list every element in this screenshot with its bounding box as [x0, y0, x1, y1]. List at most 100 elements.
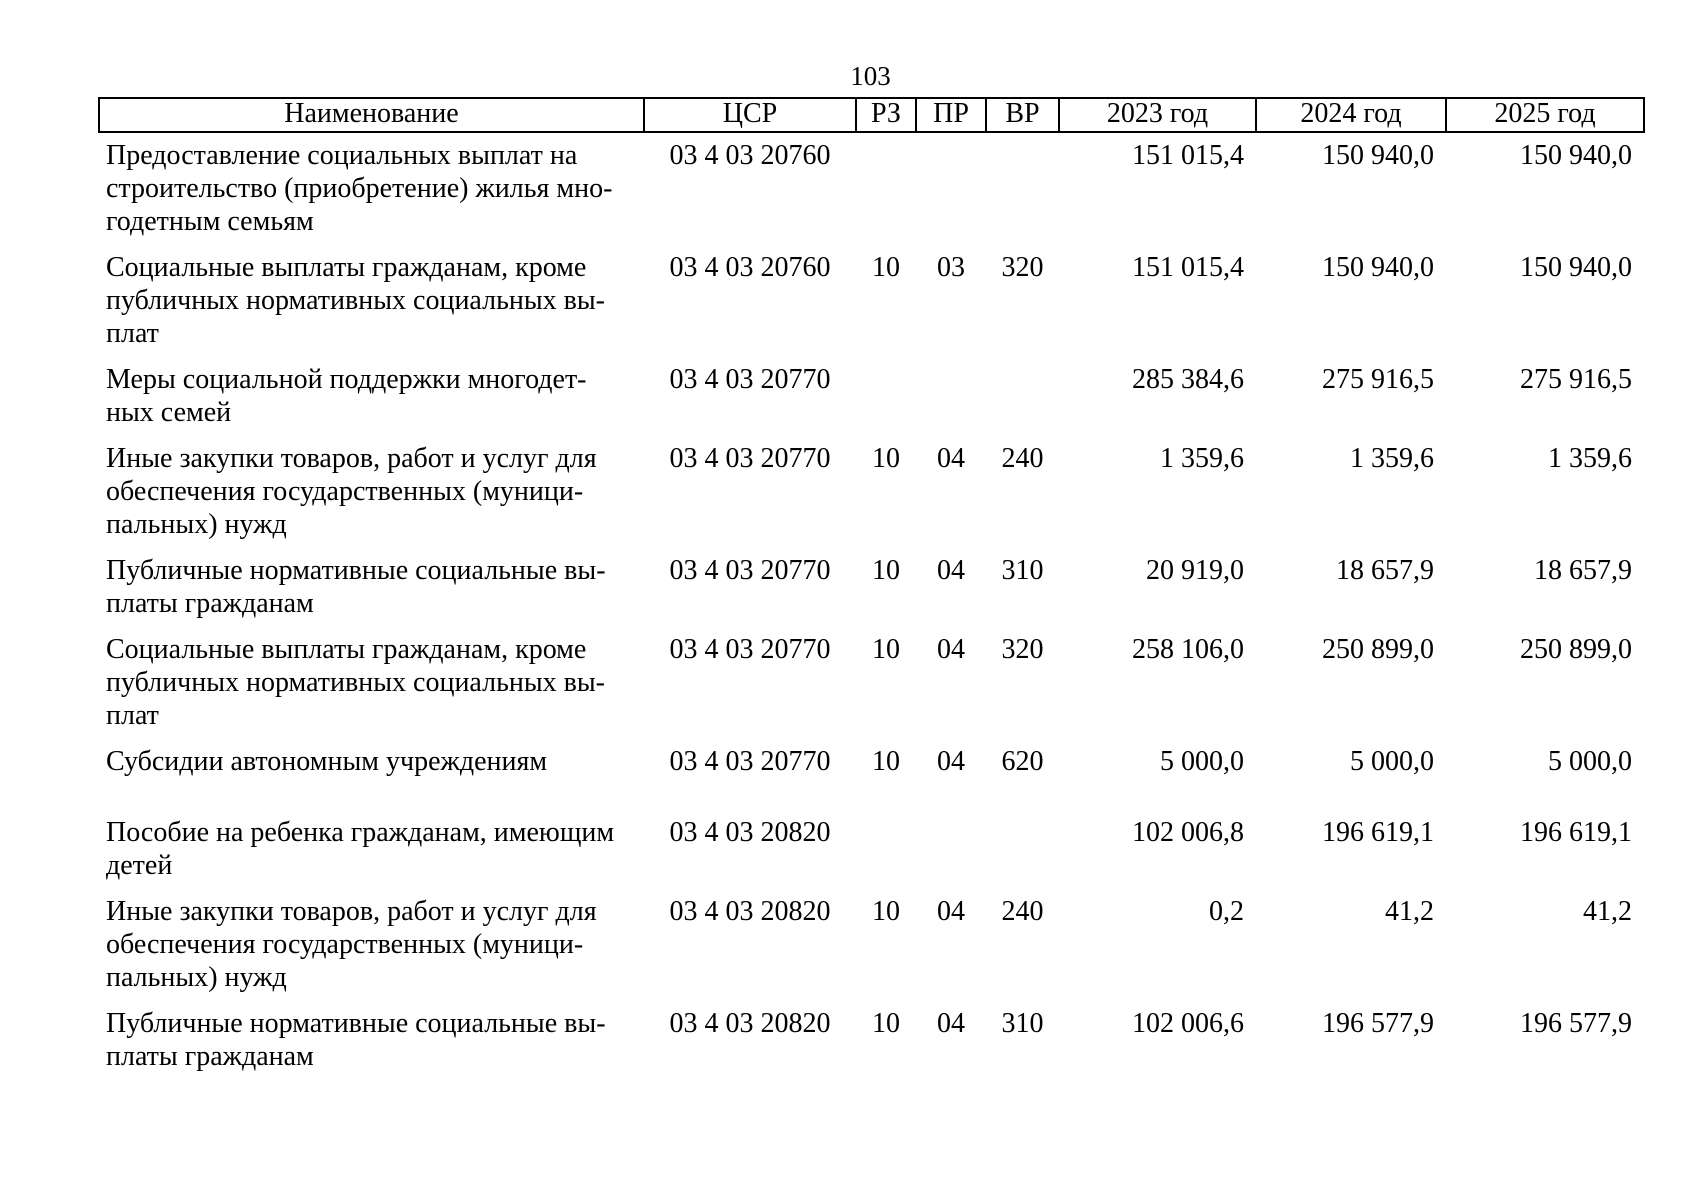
cell-csr: 03 4 03 20770	[669, 555, 831, 586]
table-row: Публичные нормативные социальные вы- пла…	[99, 1007, 1644, 1086]
col-header-pr: ПР	[915, 97, 987, 133]
cell-rz	[856, 132, 916, 251]
cell-pr	[916, 363, 986, 442]
table-row: Публичные нормативные социальные вы- пла…	[99, 554, 1644, 633]
cell-2025: 250 899,0	[1520, 634, 1632, 665]
table-row: Предоставление социальных выплат на стро…	[99, 132, 1644, 251]
cell-2025: 1 359,6	[1548, 443, 1632, 474]
cell-vr: 320	[1001, 634, 1044, 665]
table-row: Иные закупки товаров, работ и услуг для …	[99, 442, 1644, 554]
cell-rz	[856, 363, 916, 442]
col-header-name: Наименование	[98, 97, 645, 133]
cell-vr: 620	[1001, 746, 1044, 777]
cell-rz: 10	[872, 555, 900, 586]
cell-pr: 04	[937, 746, 965, 777]
cell-csr: 03 4 03 20760	[669, 140, 831, 171]
cell-vr	[986, 363, 1059, 442]
cell-csr: 03 4 03 20820	[669, 817, 831, 848]
cell-pr	[916, 816, 986, 895]
cell-2025: 18 657,9	[1534, 555, 1632, 586]
cell-2024: 1 359,6	[1350, 443, 1434, 474]
cell-rz: 10	[872, 634, 900, 665]
table-row: Субсидии автономным учреждениям 03 4 03 …	[99, 745, 1644, 816]
cell-pr	[916, 132, 986, 251]
cell-2025: 41,2	[1583, 896, 1632, 927]
cell-rz: 10	[872, 252, 900, 283]
cell-name: Публичные нормативные социальные вы- пла…	[106, 1008, 606, 1072]
col-header-csr: ЦСР	[643, 97, 857, 133]
cell-2023: 285 384,6	[1132, 364, 1244, 395]
cell-name: Предоставление социальных выплат на стро…	[106, 140, 613, 237]
cell-2023: 151 015,4	[1132, 140, 1244, 171]
cell-pr: 03	[937, 252, 965, 283]
cell-2024: 150 940,0	[1322, 252, 1434, 283]
cell-csr: 03 4 03 20770	[669, 364, 831, 395]
cell-rz	[856, 816, 916, 895]
cell-csr: 03 4 03 20760	[669, 252, 831, 283]
cell-csr: 03 4 03 20820	[669, 1008, 831, 1039]
cell-name: Публичные нормативные социальные вы- пла…	[106, 555, 606, 619]
cell-2025: 150 940,0	[1520, 140, 1632, 171]
cell-2024: 41,2	[1385, 896, 1434, 927]
cell-2023: 102 006,6	[1132, 1008, 1244, 1039]
table-row: Социальные выплаты гражданам, кроме публ…	[99, 633, 1644, 745]
cell-2023: 1 359,6	[1160, 443, 1244, 474]
cell-name: Субсидии автономным учреждениям	[106, 746, 548, 777]
cell-2023: 151 015,4	[1132, 252, 1244, 283]
table-row: Меры социальной поддержки многодет- ных …	[99, 363, 1644, 442]
col-header-vr: ВР	[985, 97, 1060, 133]
cell-csr: 03 4 03 20770	[669, 746, 831, 777]
cell-2023: 258 106,0	[1132, 634, 1244, 665]
cell-pr: 04	[937, 555, 965, 586]
cell-2023: 0,2	[1209, 896, 1244, 927]
budget-table: Наименование ЦСР РЗ ПР ВР 2023 год 2024 …	[98, 97, 1645, 1086]
cell-2024: 275 916,5	[1322, 364, 1434, 395]
cell-csr: 03 4 03 20770	[669, 443, 831, 474]
cell-2025: 196 619,1	[1520, 817, 1632, 848]
cell-vr: 240	[1001, 896, 1044, 927]
cell-name: Пособие на ребенка гражданам, имеющим де…	[106, 817, 615, 881]
cell-2023: 20 919,0	[1146, 555, 1244, 586]
col-header-2023: 2023 год	[1058, 97, 1257, 133]
table-header-row: Наименование ЦСР РЗ ПР ВР 2023 год 2024 …	[98, 97, 1645, 133]
col-header-2024: 2024 год	[1255, 97, 1447, 133]
cell-2024: 5 000,0	[1350, 746, 1434, 777]
cell-2023: 102 006,8	[1132, 817, 1244, 848]
cell-2024: 150 940,0	[1322, 140, 1434, 171]
cell-2025: 5 000,0	[1548, 746, 1632, 777]
cell-name: Социальные выплаты гражданам, кроме публ…	[106, 252, 605, 349]
cell-2024: 196 619,1	[1322, 817, 1434, 848]
cell-rz: 10	[872, 746, 900, 777]
table-row: Иные закупки товаров, работ и услуг для …	[99, 895, 1644, 1007]
cell-vr	[986, 132, 1059, 251]
cell-pr: 04	[937, 896, 965, 927]
cell-2024: 196 577,9	[1322, 1008, 1434, 1039]
cell-2025: 196 577,9	[1520, 1008, 1632, 1039]
cell-vr: 310	[1001, 555, 1044, 586]
cell-vr: 310	[1001, 1008, 1044, 1039]
page-number: 103	[850, 61, 891, 91]
cell-rz: 10	[872, 443, 900, 474]
cell-vr: 320	[1001, 252, 1044, 283]
cell-2025: 150 940,0	[1520, 252, 1632, 283]
cell-csr: 03 4 03 20770	[669, 634, 831, 665]
cell-2024: 18 657,9	[1336, 555, 1434, 586]
cell-name: Социальные выплаты гражданам, кроме публ…	[106, 634, 605, 731]
cell-name: Меры социальной поддержки многодет- ных …	[106, 364, 587, 428]
cell-2024: 250 899,0	[1322, 634, 1434, 665]
cell-rz: 10	[872, 1008, 900, 1039]
table-row: Социальные выплаты гражданам, кроме публ…	[99, 251, 1644, 363]
cell-pr: 04	[937, 634, 965, 665]
cell-vr: 240	[1001, 443, 1044, 474]
cell-vr	[986, 816, 1059, 895]
col-header-rz: РЗ	[855, 97, 917, 133]
col-header-2025: 2025 год	[1445, 97, 1645, 133]
cell-2023: 5 000,0	[1160, 746, 1244, 777]
cell-name: Иные закупки товаров, работ и услуг для …	[106, 443, 597, 540]
cell-rz: 10	[872, 896, 900, 927]
cell-pr: 04	[937, 1008, 965, 1039]
cell-pr: 04	[937, 443, 965, 474]
table-row: Пособие на ребенка гражданам, имеющим де…	[99, 816, 1644, 895]
cell-2025: 275 916,5	[1520, 364, 1632, 395]
cell-name: Иные закупки товаров, работ и услуг для …	[106, 896, 597, 993]
